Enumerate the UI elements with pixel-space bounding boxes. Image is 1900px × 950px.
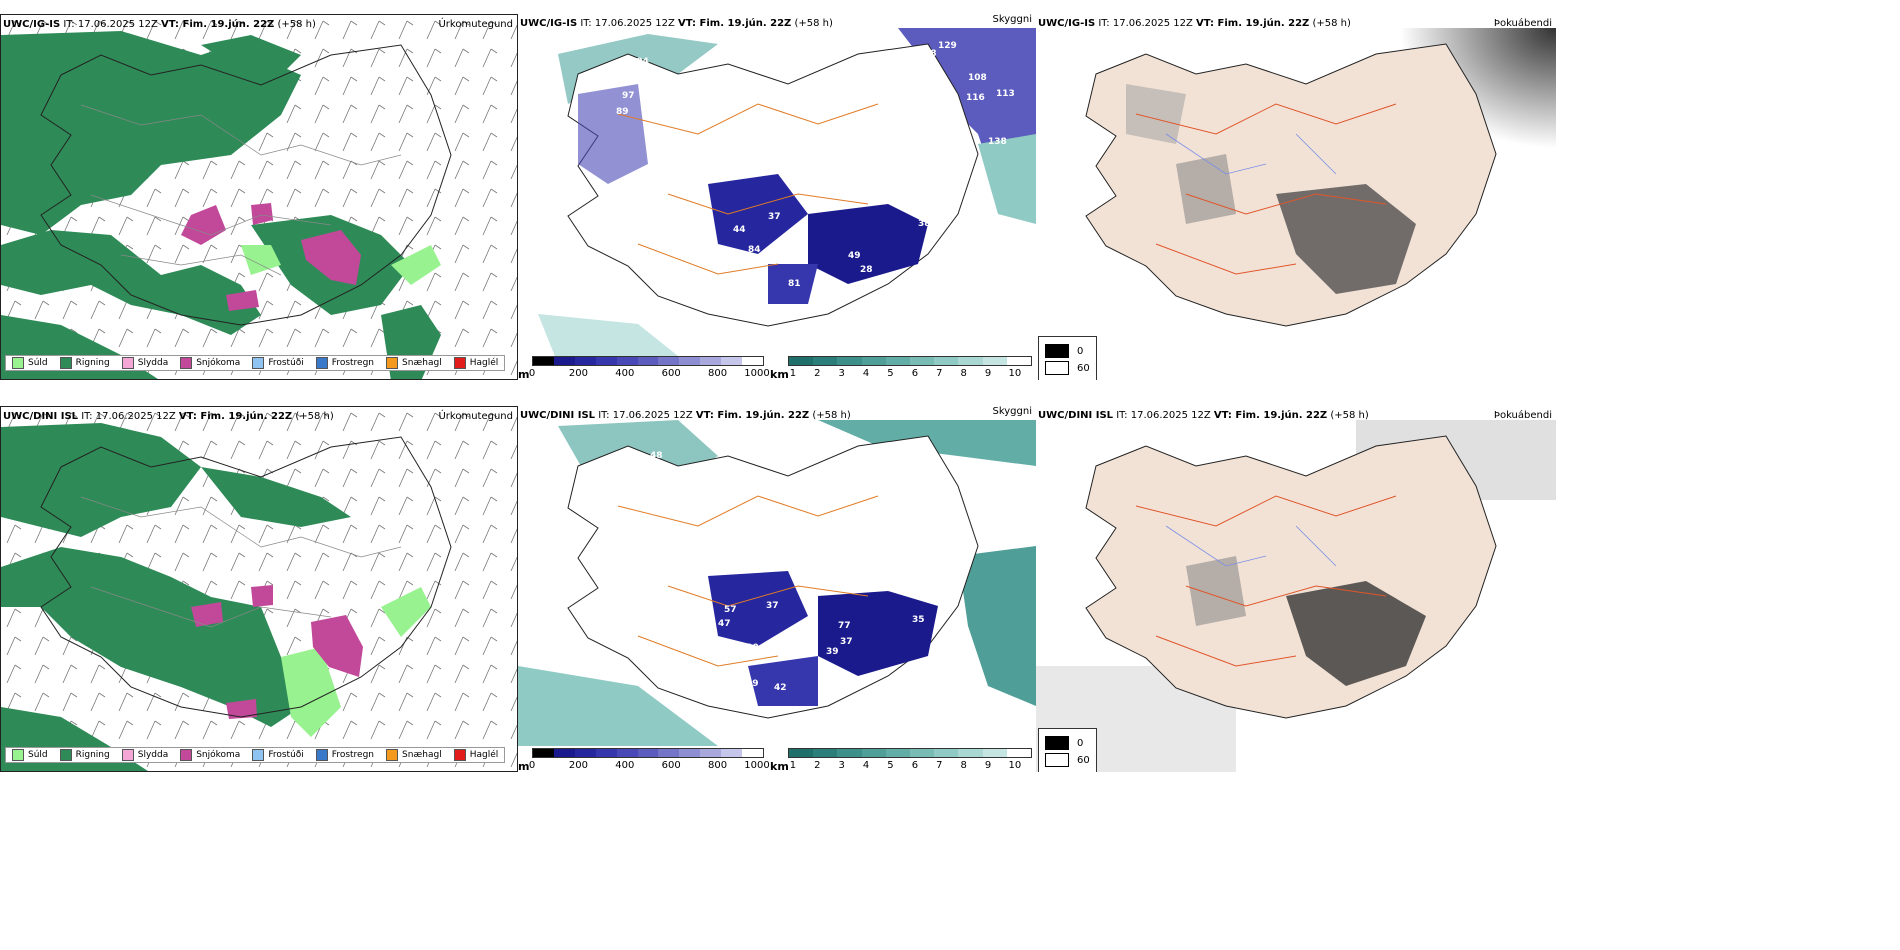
fog-header-top: UWC/IG-IS IT: 17.06.2025 12Z VT: Fim. 19… — [1038, 18, 1351, 29]
precip-panel-top: UWC/IG-IS IT: 17.06.2025 12Z VT: Fim. 19… — [0, 14, 518, 380]
visibility-colorbar — [788, 748, 1032, 758]
legend-item: Slydda — [121, 749, 168, 761]
legend-item: Slydda — [121, 357, 168, 369]
svg-text:138: 138 — [988, 137, 1007, 147]
svg-text:38: 38 — [918, 219, 931, 229]
svg-text:44: 44 — [733, 225, 746, 235]
svg-text:168: 168 — [652, 491, 671, 501]
precip-title-top: Úrkomutegund — [438, 19, 513, 30]
fog-legend-bottom: 0 60 — [1038, 728, 1097, 772]
fog-panel-bottom: UWC/DINI ISL IT: 17.06.2025 12Z VT: Fim.… — [1036, 406, 1556, 772]
svg-text:116: 116 — [966, 93, 985, 103]
legend-item: Haglél — [453, 357, 498, 369]
visibility-colorbar-top: 1 2 3 4 5 6 7 8 9 10 km — [770, 356, 1032, 380]
legend-item: Rigning — [59, 749, 110, 761]
ceiling-colorbar-top: 0 200 400 600 800 1000 m — [518, 356, 770, 380]
fog-title-bottom: Þokuábendi — [1493, 410, 1552, 421]
precip-header-top: UWC/IG-IS IT: 17.06.2025 12Z VT: Fim. 19… — [3, 19, 316, 30]
svg-text:28: 28 — [860, 265, 873, 275]
visibility-colorbar-bottom: 1 2 3 4 5 6 7 8 9 10 km — [770, 748, 1032, 772]
svg-text:39: 39 — [826, 647, 839, 657]
svg-text:108: 108 — [968, 73, 987, 83]
legend-item: Frostúði — [252, 357, 304, 369]
svg-text:49: 49 — [848, 251, 861, 261]
svg-text:84: 84 — [748, 245, 761, 255]
legend-item: Snjókoma — [180, 357, 240, 369]
ceiling-colorbar — [532, 356, 764, 366]
cloud-map-bottom: 48 168 57 37 47 190 77 37 39 35 69 42 — [518, 406, 1036, 772]
legend-item: Snjókoma — [180, 749, 240, 761]
svg-text:35: 35 — [912, 615, 925, 625]
svg-text:77: 77 — [838, 621, 851, 631]
legend-item: Súld — [12, 357, 48, 369]
precip-panel-bottom: UWC/DINI ISL IT: 17.06.2025 12Z VT: Fim.… — [0, 406, 518, 772]
legend-item: Súld — [12, 749, 48, 761]
svg-text:78: 78 — [924, 49, 937, 59]
precip-legend-bottom: Súld Rigning Slydda Snjókoma Frostúði Fr… — [5, 747, 506, 763]
ceiling-colorbar-bottom: 0 200 400 600 800 1000 m — [518, 748, 770, 772]
svg-text:37: 37 — [840, 637, 853, 647]
svg-text:47: 47 — [718, 619, 731, 629]
svg-text:69: 69 — [746, 679, 759, 689]
fog-map-top — [1036, 14, 1556, 380]
svg-text:37: 37 — [768, 212, 781, 222]
legend-item: Snæhagl — [386, 749, 442, 761]
svg-text:97: 97 — [622, 91, 635, 101]
svg-text:190: 190 — [740, 643, 759, 653]
precip-map-bottom — [1, 407, 517, 771]
svg-text:81: 81 — [788, 279, 801, 289]
svg-text:37: 37 — [766, 601, 779, 611]
fog-panel-top: UWC/IG-IS IT: 17.06.2025 12Z VT: Fim. 19… — [1036, 14, 1556, 380]
cloud-header-bottom: UWC/DINI ISL IT: 17.06.2025 12Z VT: Fim.… — [520, 410, 851, 421]
ceiling-colorbar — [532, 748, 764, 758]
legend-item: Rigning — [59, 357, 110, 369]
svg-text:104: 104 — [630, 57, 649, 67]
precip-title-bottom: Úrkomutegund — [438, 411, 513, 422]
legend-item: Frostúði — [252, 749, 304, 761]
precip-legend-top: Súld Rigning Slydda Snjókoma Frostúði Fr… — [5, 355, 506, 371]
svg-text:42: 42 — [774, 683, 787, 693]
legend-item: Frostregn — [315, 749, 374, 761]
fog-map-bottom — [1036, 406, 1556, 772]
legend-item: Frostregn — [315, 357, 374, 369]
cloud-header-top: UWC/IG-IS IT: 17.06.2025 12Z VT: Fim. 19… — [520, 18, 833, 29]
cloud-map-top: 129 78 108 116 113 138 104 97 89 44 37 8… — [518, 14, 1036, 380]
visibility-colorbar — [788, 356, 1032, 366]
precip-header-bottom: UWC/DINI ISL IT: 17.06.2025 12Z VT: Fim.… — [3, 411, 334, 422]
svg-text:57: 57 — [724, 605, 737, 615]
legend-item: Haglél — [453, 749, 498, 761]
svg-text:89: 89 — [616, 107, 629, 117]
cloud-panel-top: 129 78 108 116 113 138 104 97 89 44 37 8… — [518, 14, 1036, 380]
svg-text:113: 113 — [996, 89, 1015, 99]
precip-map-top — [1, 15, 517, 379]
fog-title-top: Þokuábendi — [1493, 18, 1552, 29]
cloud-panel-bottom: 48 168 57 37 47 190 77 37 39 35 69 42 UW… — [518, 406, 1036, 772]
fog-header-bottom: UWC/DINI ISL IT: 17.06.2025 12Z VT: Fim.… — [1038, 410, 1369, 421]
cloud-title-bottom: Skyggni — [992, 406, 1032, 417]
svg-text:48: 48 — [650, 451, 663, 461]
svg-text:129: 129 — [938, 41, 957, 51]
legend-item: Snæhagl — [386, 357, 442, 369]
cloud-title-top: Skyggni — [992, 14, 1032, 25]
fog-legend-top: 0 60 — [1038, 336, 1097, 380]
